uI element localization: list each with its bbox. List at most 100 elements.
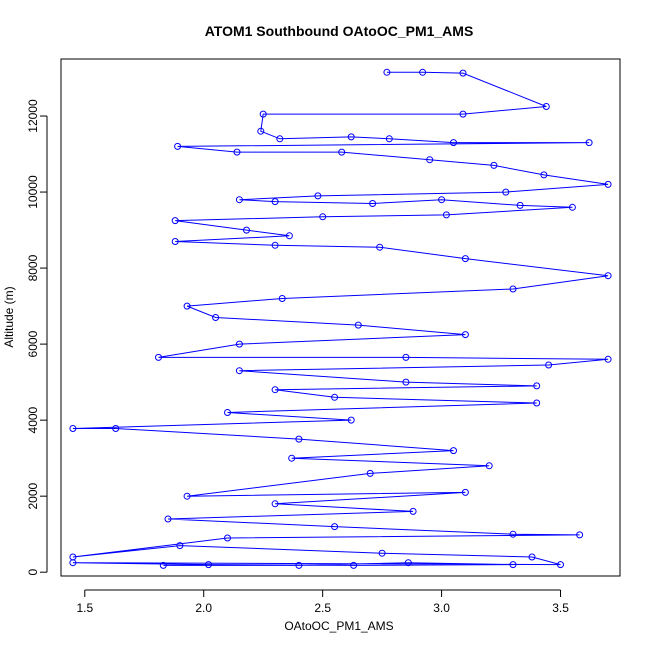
data-point xyxy=(404,559,412,567)
data-point xyxy=(271,241,279,249)
data-point xyxy=(354,321,362,329)
data-point xyxy=(295,435,303,443)
x-tick-label: 3.0 xyxy=(433,601,450,615)
data-point xyxy=(557,561,564,569)
y-tick-label: 6000 xyxy=(26,330,40,357)
data-point xyxy=(233,148,241,156)
data-point xyxy=(459,110,467,118)
data-point xyxy=(585,139,593,147)
data-point xyxy=(347,133,355,141)
data-point xyxy=(288,454,296,462)
data-point xyxy=(319,213,327,221)
data-point xyxy=(540,171,548,179)
data-point xyxy=(450,447,457,455)
data-point xyxy=(509,561,517,569)
series-layer xyxy=(69,68,612,569)
data-point xyxy=(259,110,267,118)
data-point xyxy=(604,272,612,280)
data-point xyxy=(69,559,77,567)
data-point xyxy=(171,238,179,245)
data-point xyxy=(402,353,410,361)
y-tick-label: 2000 xyxy=(26,482,40,509)
data-point xyxy=(604,180,612,188)
data-point xyxy=(271,198,279,206)
data-point xyxy=(528,553,536,561)
data-point xyxy=(235,196,243,204)
data-point xyxy=(331,523,339,531)
data-point xyxy=(545,361,553,369)
data-point xyxy=(369,200,377,207)
data-point xyxy=(69,425,77,432)
data-point xyxy=(450,139,457,147)
data-point xyxy=(224,534,231,542)
x-tick-label: 2.5 xyxy=(314,601,331,615)
data-point xyxy=(338,148,346,156)
data-point xyxy=(171,217,179,225)
data-point xyxy=(542,103,550,110)
y-tick-label: 12000 xyxy=(26,99,40,133)
data-point xyxy=(459,69,467,77)
data-point xyxy=(461,488,469,496)
y-tick-label: 0 xyxy=(26,569,40,576)
data-point xyxy=(331,393,339,401)
data-point xyxy=(295,561,303,569)
data-point xyxy=(576,531,584,539)
data-point xyxy=(376,243,384,251)
data-point xyxy=(276,135,284,143)
data-point xyxy=(502,188,510,196)
data-point xyxy=(212,314,220,321)
data-point xyxy=(112,425,120,432)
data-point xyxy=(366,469,374,477)
data-point xyxy=(485,462,493,470)
x-axis: 1.5 2.0 2.5 3.0 3.5 xyxy=(76,589,569,615)
series-line xyxy=(72,71,609,566)
data-point xyxy=(442,211,450,219)
data-point xyxy=(378,549,386,557)
y-axis: 0 2000 4000 6000 8000 10000 12000 xyxy=(26,99,48,576)
data-point xyxy=(271,500,279,508)
x-axis-label: OAtoOC_PM1_AMS xyxy=(284,619,393,633)
y-tick-label: 8000 xyxy=(26,254,40,281)
data-point xyxy=(461,255,469,263)
data-point xyxy=(533,382,541,390)
data-point xyxy=(509,530,517,538)
data-point xyxy=(164,515,172,523)
data-point xyxy=(278,295,286,302)
data-point xyxy=(257,127,265,135)
data-point xyxy=(205,561,212,569)
data-point xyxy=(409,507,417,515)
data-point xyxy=(271,386,279,394)
data-point xyxy=(568,203,576,211)
data-point xyxy=(426,156,434,164)
data-point xyxy=(235,340,243,348)
x-tick-label: 3.5 xyxy=(552,601,569,615)
data-point xyxy=(314,192,322,200)
data-point xyxy=(604,355,612,363)
data-point xyxy=(155,353,162,361)
data-point xyxy=(509,285,517,293)
y-axis-label: Altitude (m) xyxy=(2,286,16,347)
data-point xyxy=(235,367,243,375)
x-tick-label: 1.5 xyxy=(76,601,93,615)
data-point xyxy=(461,331,469,339)
y-tick-label: 10000 xyxy=(26,175,40,209)
data-point xyxy=(285,232,293,240)
data-point xyxy=(350,561,358,569)
x-tick-label: 2.0 xyxy=(195,601,212,615)
data-point xyxy=(402,378,410,386)
data-point xyxy=(385,135,393,143)
plot-area xyxy=(60,58,621,577)
data-point xyxy=(383,68,391,76)
data-point xyxy=(438,196,446,204)
data-point xyxy=(176,542,184,550)
y-tick-label: 4000 xyxy=(26,406,40,433)
data-point xyxy=(224,409,231,416)
data-point xyxy=(159,561,167,569)
data-point xyxy=(516,201,524,209)
data-point xyxy=(183,492,191,500)
data-point xyxy=(490,161,498,169)
data-point xyxy=(183,302,191,310)
data-point xyxy=(243,226,250,234)
data-point xyxy=(533,399,541,407)
